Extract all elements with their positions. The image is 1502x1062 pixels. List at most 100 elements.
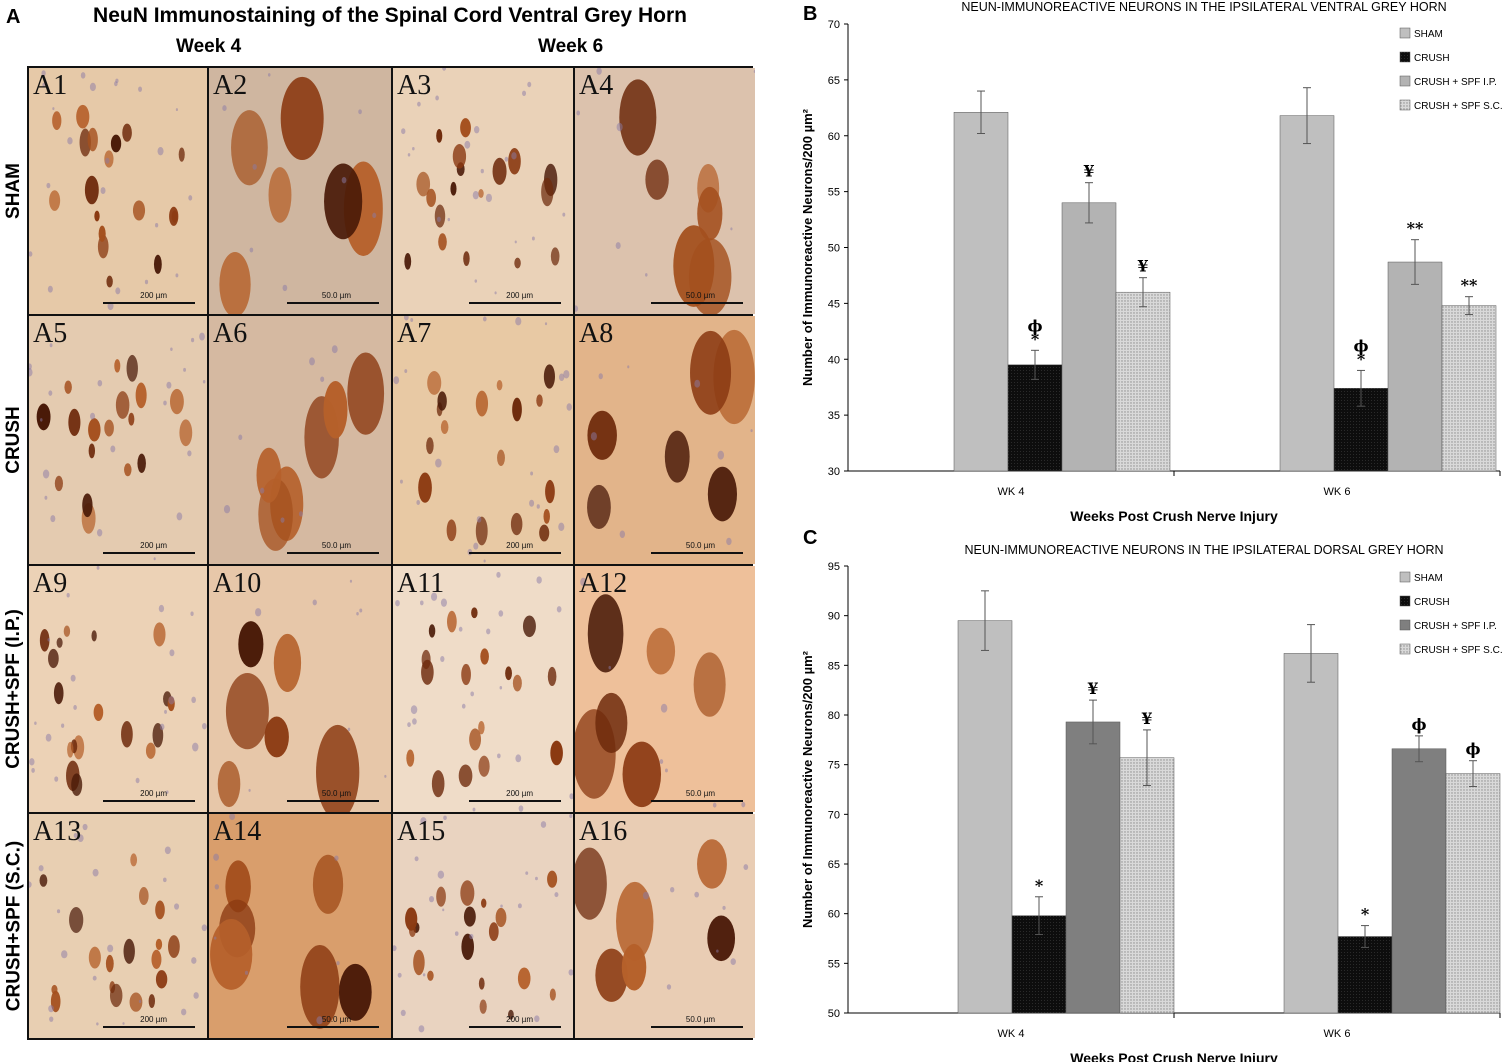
neuron-cell-body	[478, 189, 484, 198]
neuron-cell-body	[153, 622, 166, 647]
glial-nucleus	[447, 217, 451, 222]
glial-nucleus	[470, 691, 474, 697]
glial-nucleus	[92, 975, 97, 981]
glial-nucleus	[183, 367, 186, 372]
neuron-cell-body	[36, 403, 51, 431]
glial-nucleus	[135, 777, 140, 784]
legend-swatch	[1399, 27, 1411, 39]
neuron-cell-body	[421, 649, 431, 670]
neuron-cell-body	[427, 371, 442, 395]
scale-bar	[287, 1026, 379, 1028]
glial-nucleus	[56, 909, 61, 914]
bar-crush-spf-i-p--wk6	[1391, 748, 1447, 1014]
glial-nucleus	[163, 400, 167, 406]
neuron-cell-body	[707, 915, 736, 962]
neuron-cell-body	[479, 999, 487, 1014]
glial-nucleus	[536, 504, 540, 509]
neuron-cell-body	[121, 720, 133, 748]
neuron-cell-body	[428, 624, 436, 638]
chart-title: NEUN-IMMUNOREACTIVE NEURONS IN THE IPSIL…	[964, 543, 1443, 557]
neuron-cell-body	[595, 948, 628, 1002]
glial-nucleus	[642, 891, 649, 900]
glial-nucleus	[229, 814, 236, 821]
chart-title: NEUN-IMMUNOREACTIVE NEURONS IN THE IPSIL…	[961, 0, 1446, 14]
neuron-cell-body	[210, 919, 253, 990]
glial-nucleus	[515, 316, 522, 326]
neuron-cell-body	[51, 984, 58, 995]
glial-nucleus	[191, 957, 197, 964]
neuron-cell-body	[496, 379, 503, 391]
glial-nucleus	[540, 821, 547, 828]
neuron-cell-body	[437, 391, 447, 411]
glial-nucleus	[619, 588, 622, 593]
neuron-cell-body	[53, 682, 64, 705]
neuron-stain-texture	[217, 579, 387, 812]
neuron-cell-body	[98, 225, 106, 242]
neuron-cell-body	[478, 977, 485, 990]
glial-nucleus	[105, 157, 110, 164]
glial-nucleus	[400, 479, 403, 484]
glial-nucleus	[73, 833, 78, 838]
micrograph-label: A3	[397, 70, 432, 101]
neuron-cell-body	[587, 484, 611, 530]
neuron-cell-body	[268, 167, 292, 223]
neuron-cell-body	[413, 949, 425, 976]
neuron-cell-body	[431, 770, 445, 798]
glial-nucleus	[436, 216, 441, 222]
neuron-cell-body	[264, 716, 289, 758]
legend-swatch	[1399, 99, 1411, 111]
neuron-cell-body	[238, 621, 264, 668]
neuron-stain-texture	[223, 345, 385, 551]
neuron-cell-body	[91, 630, 97, 642]
micrograph-a15: A15 200 µm	[393, 814, 573, 1038]
glial-nucleus	[96, 529, 103, 537]
glial-nucleus	[442, 908, 445, 912]
glial-nucleus	[486, 628, 491, 635]
glial-nucleus	[193, 992, 199, 999]
neuron-cell-body	[673, 225, 715, 307]
glial-nucleus	[400, 1009, 406, 1017]
neuron-cell-body	[312, 854, 344, 914]
glial-nucleus	[199, 332, 205, 341]
neuron-cell-body	[153, 254, 162, 274]
neuron-cell-body	[478, 720, 485, 735]
neuron-cell-body	[450, 181, 457, 196]
neuron-cell-body	[109, 983, 123, 1008]
micrograph-a4: A4 50.0 µm	[575, 68, 755, 314]
significance-marker: *	[1031, 329, 1040, 348]
glial-nucleus	[163, 877, 167, 883]
glial-nucleus	[175, 273, 179, 278]
glial-nucleus	[144, 279, 149, 285]
neuron-cell-body	[132, 200, 146, 221]
neuron-cell-body	[93, 703, 104, 721]
glial-nucleus	[712, 802, 717, 808]
glial-nucleus	[569, 793, 573, 800]
neuron-cell-body	[39, 874, 48, 887]
neuron-stain-texture	[219, 73, 383, 314]
significance-marker: *	[1357, 349, 1366, 368]
significance-marker: ¥	[1087, 679, 1098, 698]
neuron-cell-body	[122, 123, 132, 142]
glial-nucleus	[175, 108, 178, 112]
glial-nucleus	[280, 517, 285, 523]
neuron-cell-body	[690, 330, 732, 415]
glial-nucleus	[458, 626, 463, 632]
glial-nucleus	[50, 515, 56, 523]
glial-nucleus	[45, 733, 52, 742]
glial-nucleus	[598, 373, 603, 380]
glial-nucleus	[566, 403, 572, 411]
legend-label: CRUSH + SPF S.C.	[1414, 101, 1502, 112]
neuron-cell-body	[480, 648, 489, 665]
neuron-cell-body	[256, 447, 282, 503]
glial-nucleus	[157, 146, 164, 156]
glial-nucleus	[530, 471, 534, 476]
micrograph-a10: A10 50.0 µm	[209, 566, 391, 812]
neuron-cell-body	[178, 147, 185, 162]
glial-nucleus	[29, 251, 33, 257]
neuron-cell-body	[616, 881, 654, 961]
glial-nucleus	[741, 801, 746, 808]
neuron-stain-texture	[575, 68, 755, 314]
neuron-cell-body	[475, 390, 489, 417]
glial-nucleus	[341, 176, 347, 184]
scale-bar-label: 200 µm	[506, 789, 533, 798]
